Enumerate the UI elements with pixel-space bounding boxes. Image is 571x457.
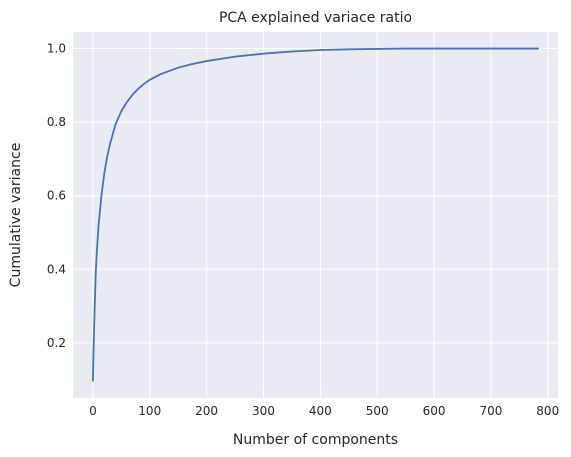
x-tick-label: 700 (479, 404, 502, 418)
x-tick-label: 0 (89, 404, 97, 418)
y-tick-label: 0.8 (47, 115, 66, 129)
chart-title: PCA explained variace ratio (219, 10, 412, 26)
x-tick-label: 800 (536, 404, 559, 418)
y-tick-label: 0.4 (47, 262, 66, 276)
y-tick-label: 0.2 (47, 336, 66, 350)
x-tick-label: 200 (195, 404, 218, 418)
x-tick-label: 300 (252, 404, 275, 418)
x-tick-label: 100 (138, 404, 161, 418)
y-axis-label: Cumulative variance (8, 143, 24, 288)
y-tick-label: 1.0 (47, 42, 66, 56)
x-tick-label: 500 (366, 404, 389, 418)
x-tick-label: 600 (423, 404, 446, 418)
y-tick-label: 0.6 (47, 189, 66, 203)
x-axis-label: Number of components (233, 432, 398, 448)
x-tick-label: 400 (309, 404, 332, 418)
